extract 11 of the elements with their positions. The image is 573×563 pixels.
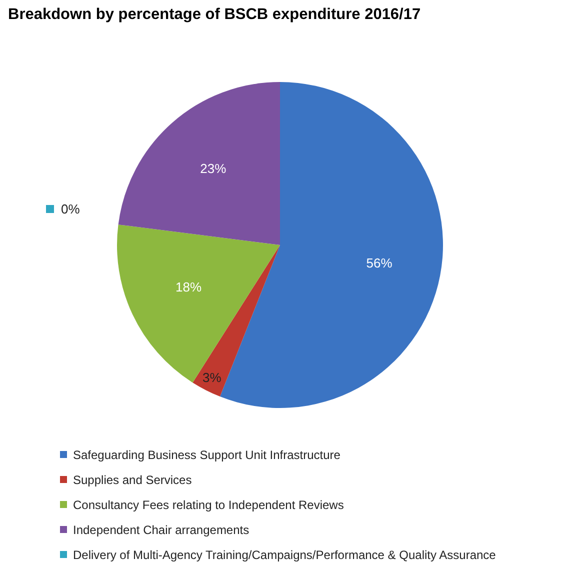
- data-label: 18%: [176, 280, 202, 295]
- legend-label: Safeguarding Business Support Unit Infrastructure: [72, 446, 342, 464]
- text: 0%: [61, 202, 80, 217]
- legend-label: Consultancy Fees relating to Independent Reviews: [72, 496, 345, 514]
- legend-label: Supplies and Services: [72, 472, 193, 488]
- chart-title: Breakdown by percentage of BSCB expenditure 2016/17: [7, 5, 422, 25]
- data-label: 3%: [202, 370, 222, 386]
- legend-label: Independent Chair arrangements: [72, 522, 250, 538]
- data-label: 23%: [200, 160, 227, 176]
- data-label: 56%: [366, 256, 393, 271]
- legend-label: Delivery of Multi-Agency Training/Campaigns/Performance & Quality Assurance: [72, 546, 497, 563]
